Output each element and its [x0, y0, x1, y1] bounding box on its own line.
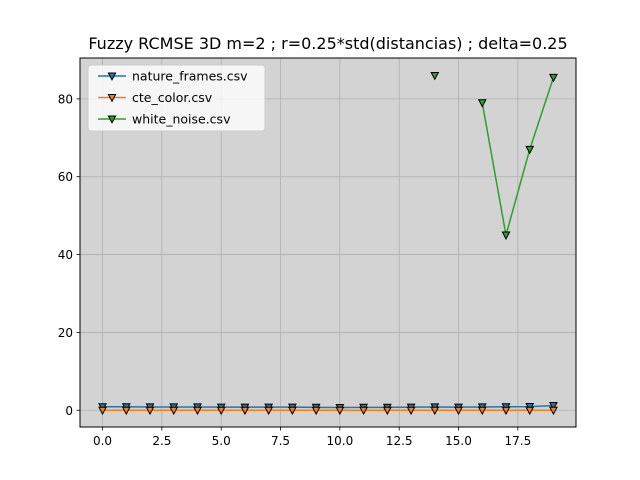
x-tick-label: 2.5	[152, 434, 171, 448]
axes: 0.0 2.5 5.0 7.5 10.0 12.5 15.0 17.5 0 20 40 60 80	[58, 92, 531, 448]
data-point	[287, 406, 297, 416]
legend-item: cte_color.csv	[98, 90, 213, 105]
legend-label: nature_frames.csv	[132, 69, 248, 84]
data-point	[406, 406, 416, 416]
data-point	[359, 406, 369, 416]
x-tick-label: 5.0	[212, 434, 231, 448]
series-2	[430, 71, 558, 240]
data-point	[169, 406, 179, 416]
data-point	[145, 406, 155, 416]
data-point	[382, 406, 392, 416]
data-point	[121, 406, 131, 416]
legend-marker	[107, 72, 117, 81]
data-point	[264, 406, 274, 416]
x-tick-label: 7.5	[271, 434, 290, 448]
legend-box	[87, 64, 266, 132]
legend: nature_frames.csv cte_color.csv white_nois…	[87, 64, 266, 132]
chart-title: Fuzzy RCMSE 3D m=2 ; r=0.25*std(distanci…	[88, 34, 567, 53]
series-1	[98, 406, 558, 416]
data-point	[430, 406, 440, 416]
data-point	[549, 73, 558, 83]
y-tick-label: 60	[58, 170, 73, 184]
legend-marker	[107, 93, 117, 103]
data-point	[501, 406, 511, 416]
x-tick-label: 0.0	[93, 434, 112, 448]
legend-label: cte_color.csv	[132, 90, 213, 105]
x-tick-label: 12.5	[386, 434, 413, 448]
data-point	[549, 402, 558, 411]
data-point	[216, 406, 226, 416]
x-tick-label: 17.5	[504, 434, 531, 448]
data-point	[477, 99, 487, 108]
data-point	[477, 406, 487, 416]
legend-item: white_noise.csv	[98, 112, 231, 127]
series-layer	[98, 71, 558, 416]
data-point	[193, 406, 202, 416]
data-point	[501, 231, 511, 240]
y-tick-label: 20	[58, 326, 73, 340]
data-point	[525, 406, 535, 416]
x-tick-label: 15.0	[445, 434, 472, 448]
data-point	[98, 406, 107, 416]
data-point	[525, 145, 535, 155]
data-point	[335, 406, 345, 416]
y-tick-label: 40	[58, 248, 73, 262]
data-point	[549, 406, 558, 416]
legend-item: nature_frames.csv	[98, 69, 248, 84]
data-point	[454, 406, 463, 416]
data-point	[240, 406, 250, 416]
legend-marker	[107, 115, 117, 124]
x-tick-label: 10.0	[327, 434, 354, 448]
data-point	[430, 71, 440, 81]
y-tick-label: 0	[65, 404, 73, 418]
data-point	[311, 406, 321, 416]
series-line	[481, 77, 555, 236]
plot-frame	[79, 57, 577, 428]
y-tick-label: 80	[58, 92, 73, 106]
legend-label: white_noise.csv	[132, 112, 231, 127]
